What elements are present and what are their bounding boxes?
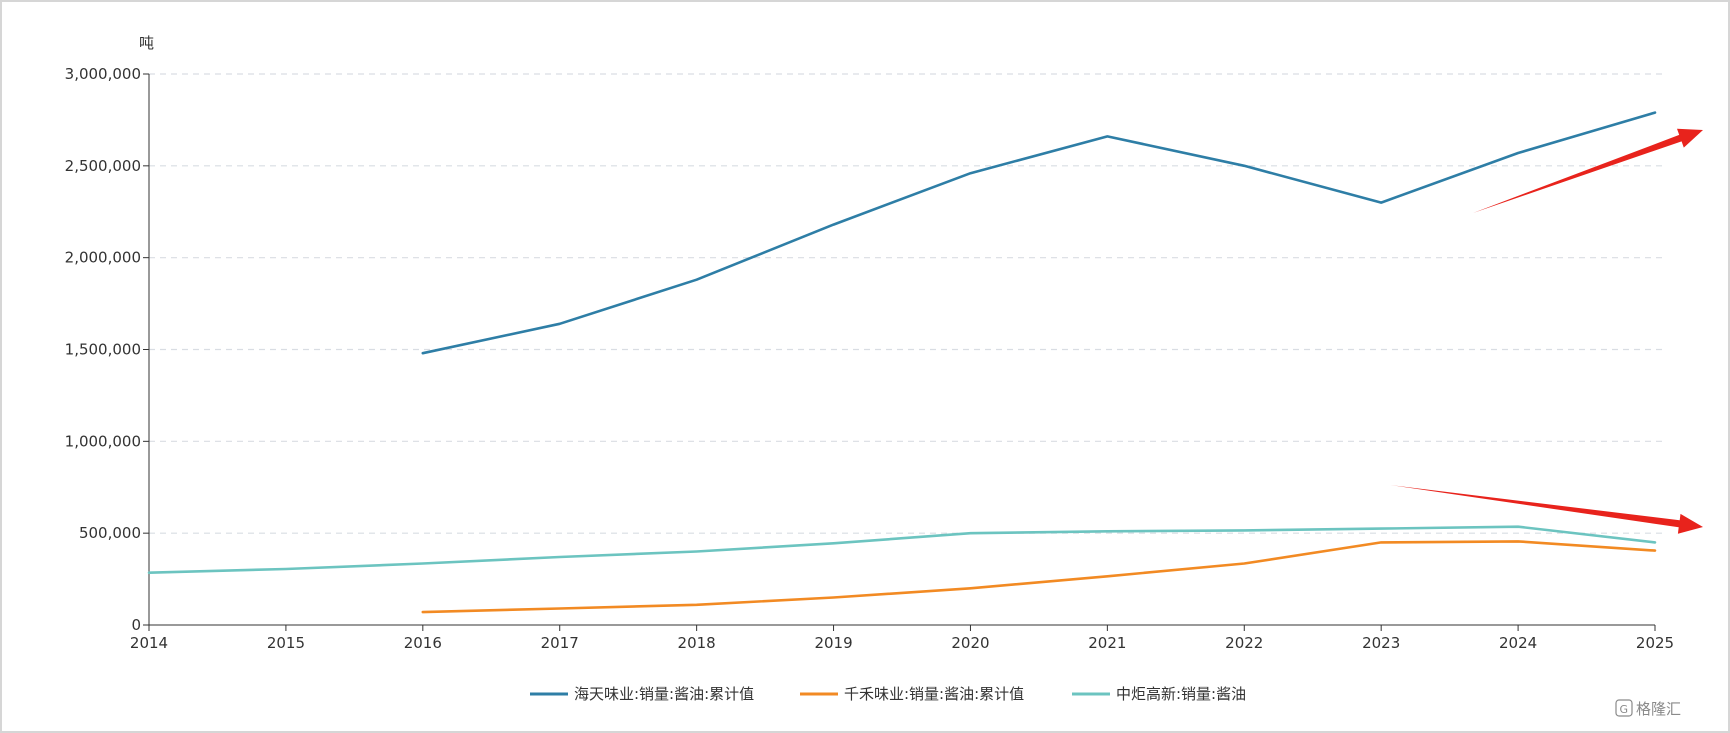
y-tick-label: 0: [131, 616, 141, 634]
x-axis-ticks: 2014 2015 2016 2017 2018 2019 2020 2021 2022 2023…: [130, 625, 1674, 652]
watermark-text: 格隆汇: [1636, 700, 1681, 718]
series-line-1[interactable]: [421, 111, 1657, 355]
x-tick-label: 2018: [678, 634, 716, 652]
arrow-up-right: [1473, 128, 1703, 213]
x-tick-label: 2022: [1225, 634, 1263, 652]
y-tick-label: 1,000,000: [65, 432, 141, 450]
x-tick-label: 2020: [951, 634, 989, 652]
x-tick-label: 2025: [1636, 634, 1674, 652]
x-tick-label: 2019: [814, 634, 852, 652]
x-tick-label: 2014: [130, 634, 168, 652]
y-tick-label: 500,000: [79, 524, 141, 542]
legend-item-2[interactable]: 千禾味业:销量:酱油:累计值: [800, 685, 1024, 703]
x-tick-label: 2021: [1088, 634, 1126, 652]
y-axis-unit-label: 吨: [139, 34, 154, 52]
y-tick-label: 2,000,000: [65, 249, 141, 267]
x-tick-label: 2017: [541, 634, 579, 652]
legend-item-1[interactable]: 海天味业:销量:酱油:累计值: [530, 685, 754, 703]
y-tick-label: 3,000,000: [65, 65, 141, 83]
legend-label: 千禾味业:销量:酱油:累计值: [844, 685, 1024, 703]
legend-label: 中炬高新:销量:酱油: [1116, 685, 1246, 703]
legend-item-3[interactable]: 中炬高新:销量:酱油: [1072, 685, 1246, 703]
svg-text:G: G: [1620, 703, 1629, 716]
arrow-down-right: [1390, 485, 1703, 534]
y-tick-label: 2,500,000: [65, 157, 141, 175]
x-tick-label: 2023: [1362, 634, 1400, 652]
grid-lines: [149, 73, 1667, 534]
series-lines: [147, 111, 1657, 614]
y-tick-label: 1,500,000: [65, 341, 141, 359]
series-line-3[interactable]: [147, 525, 1657, 574]
watermark: G 格隆汇: [1615, 699, 1681, 718]
g-logo-icon: G: [1615, 699, 1633, 717]
series-line-2[interactable]: [421, 540, 1657, 614]
y-axis-ticks: 0 500,000 1,000,000 1,500,000 2,000,000 2,500…: [65, 65, 149, 634]
x-tick-label: 2016: [404, 634, 442, 652]
x-tick-label: 2024: [1499, 634, 1537, 652]
annotation-arrows: [1390, 128, 1703, 534]
legend-label: 海天味业:销量:酱油:累计值: [574, 685, 754, 703]
legend[interactable]: 海天味业:销量:酱油:累计值 千禾味业:销量:酱油:累计值 中炬高新:销量:酱油: [530, 685, 1246, 703]
x-tick-label: 2015: [267, 634, 305, 652]
